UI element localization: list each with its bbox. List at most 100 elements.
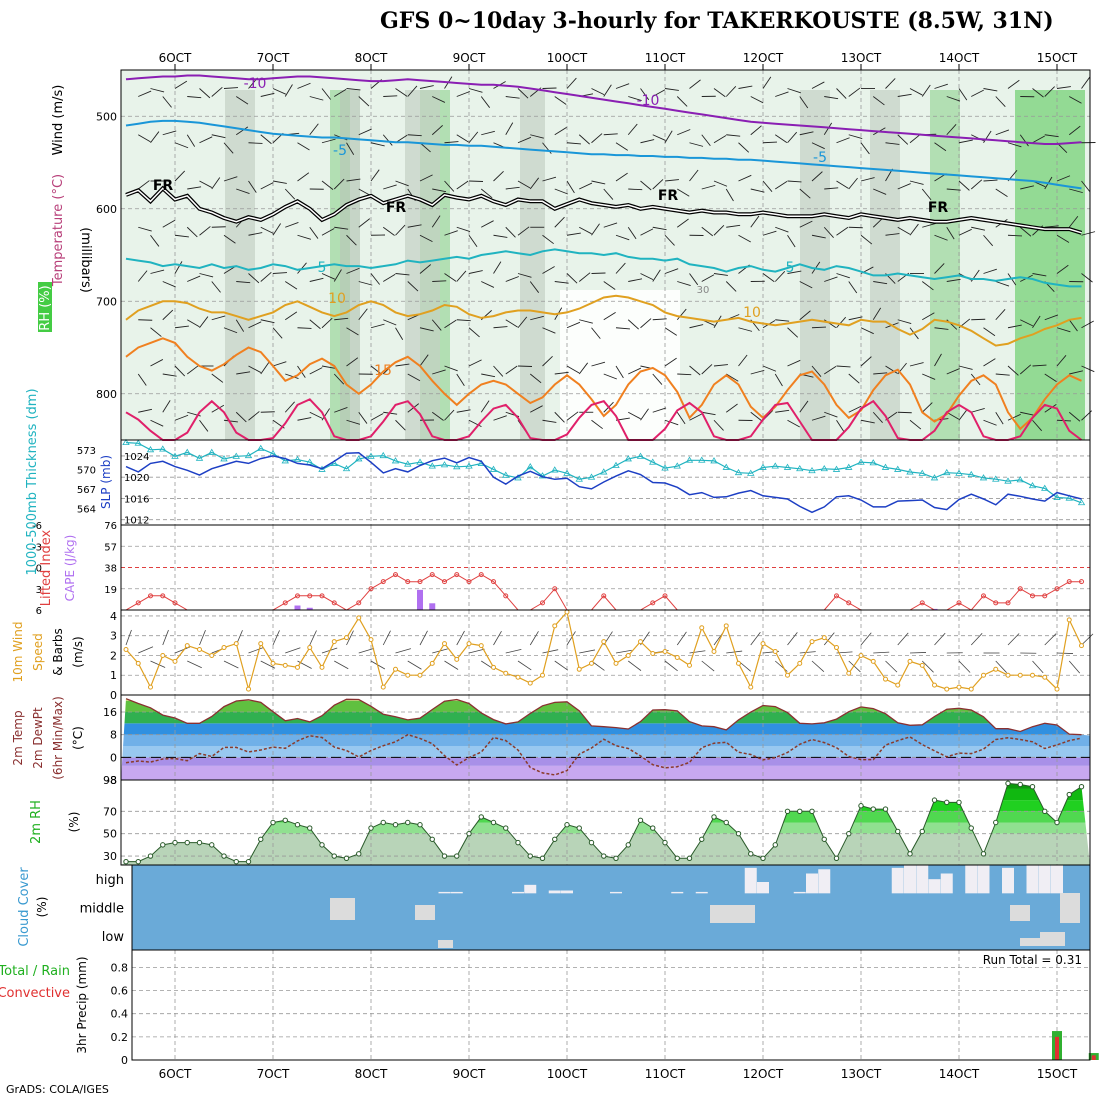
contour-label: 5 — [318, 260, 327, 276]
wind-barb — [762, 230, 777, 236]
wind-barb-10m — [848, 660, 861, 673]
lifted-index-marker — [295, 593, 300, 599]
wind-barb — [579, 182, 593, 190]
wind-barb — [958, 180, 970, 191]
rh-marker — [846, 830, 852, 837]
thickness-marker — [440, 461, 449, 468]
wind-barb — [334, 407, 348, 413]
wind-barb — [480, 400, 490, 413]
wind-barb — [836, 180, 849, 189]
wind-speed-marker — [540, 672, 545, 678]
wind-barb — [873, 281, 888, 285]
wind-barb — [162, 130, 177, 136]
wind-axis-label: Wind (m/s) — [51, 85, 66, 156]
precip-convective-bar — [1055, 1036, 1059, 1060]
wind-barb — [321, 273, 335, 280]
wind-barb — [823, 226, 834, 238]
cloud-cover-patch — [710, 905, 755, 923]
wind-barb — [395, 180, 409, 187]
wind-barb — [824, 411, 838, 418]
lifted-index-marker — [1054, 586, 1060, 592]
wind-barb — [897, 93, 912, 97]
wind-barb — [726, 373, 739, 382]
slp-line — [125, 452, 1082, 514]
wind-barb — [946, 278, 961, 282]
wind-barb — [787, 270, 802, 274]
wind-barb — [603, 281, 616, 290]
wind-barb — [725, 188, 734, 202]
wind-speed-marker — [723, 623, 729, 629]
wind-barb — [640, 408, 649, 421]
thickness-tick-label: 564 — [77, 505, 96, 516]
cloud-cover-bar-high — [561, 890, 573, 894]
wind-barb — [370, 413, 384, 421]
wind-barb — [885, 233, 900, 236]
wind-barb — [713, 419, 724, 431]
wind-speed-marker — [674, 654, 680, 660]
wind-barb — [260, 92, 275, 97]
thickness-marker — [649, 458, 657, 465]
wind-speed-marker — [785, 672, 790, 678]
wind-barb — [346, 234, 357, 246]
wind-barb — [603, 222, 618, 228]
wind-barb — [566, 77, 577, 89]
thickness-marker — [281, 457, 289, 464]
cape-tick-label: 19 — [104, 585, 117, 596]
wind-barb-10m — [995, 660, 1007, 673]
wind-barb — [615, 262, 626, 274]
wind-barb — [407, 281, 419, 292]
wind-barb — [921, 188, 932, 201]
wind-barb — [922, 222, 936, 228]
wind-barb — [395, 224, 406, 236]
wind-barb — [383, 184, 397, 190]
wind-barb — [872, 96, 885, 106]
wind-barb — [591, 88, 605, 96]
rh-marker — [980, 851, 987, 857]
rh-marker — [699, 836, 705, 842]
wind-barb — [309, 367, 323, 375]
wind-barb — [370, 142, 385, 147]
pressure-tick-label: 500 — [96, 110, 117, 123]
wind-speed-marker — [589, 660, 594, 666]
rh-marker — [270, 819, 276, 826]
thickness-marker — [306, 458, 314, 465]
wind-barb — [640, 139, 655, 144]
li-tick-label: 3 — [36, 585, 42, 596]
lifted-index-marker — [503, 593, 509, 599]
wind-barb — [419, 327, 434, 332]
wind-speed-marker — [454, 656, 460, 662]
wind-barb — [738, 142, 750, 153]
thickness-marker — [894, 465, 902, 472]
wind-barb-10m — [395, 648, 411, 654]
temp-axis-label: (°C) — [71, 726, 85, 750]
wind-barb-10m — [248, 647, 264, 654]
thickness-marker — [489, 465, 498, 472]
pressure-tick-label: 600 — [96, 203, 117, 216]
wind-barb — [468, 419, 482, 428]
thickness-marker — [146, 446, 155, 453]
cloud-cover-bar-high — [1002, 867, 1014, 894]
wind-barb — [383, 319, 397, 326]
rh-marker — [147, 853, 154, 859]
wind-barb — [787, 419, 800, 428]
lifted-index-marker — [417, 579, 423, 585]
wind-barb-10m — [615, 649, 632, 654]
thickness-marker — [1041, 484, 1049, 491]
contour-label: 15 — [374, 363, 392, 379]
lifted-index-marker — [307, 593, 313, 599]
wind-barb — [1032, 88, 1044, 98]
wind-barb — [1081, 231, 1096, 236]
contour-label: 10 — [743, 305, 761, 321]
wind-barb — [1081, 180, 1091, 193]
lifted-index-marker — [1030, 593, 1035, 599]
wind-barb — [407, 85, 418, 97]
wind-barb — [162, 309, 174, 321]
wind-barb — [346, 178, 361, 182]
wind-barb — [799, 131, 814, 136]
cloud-cover-bar-high — [916, 865, 929, 894]
wind-barb — [591, 180, 606, 185]
wind-speed-marker — [1042, 674, 1048, 680]
wind-barb — [419, 174, 433, 182]
wind-barb — [272, 223, 282, 236]
wind-speed-marker — [466, 641, 472, 647]
